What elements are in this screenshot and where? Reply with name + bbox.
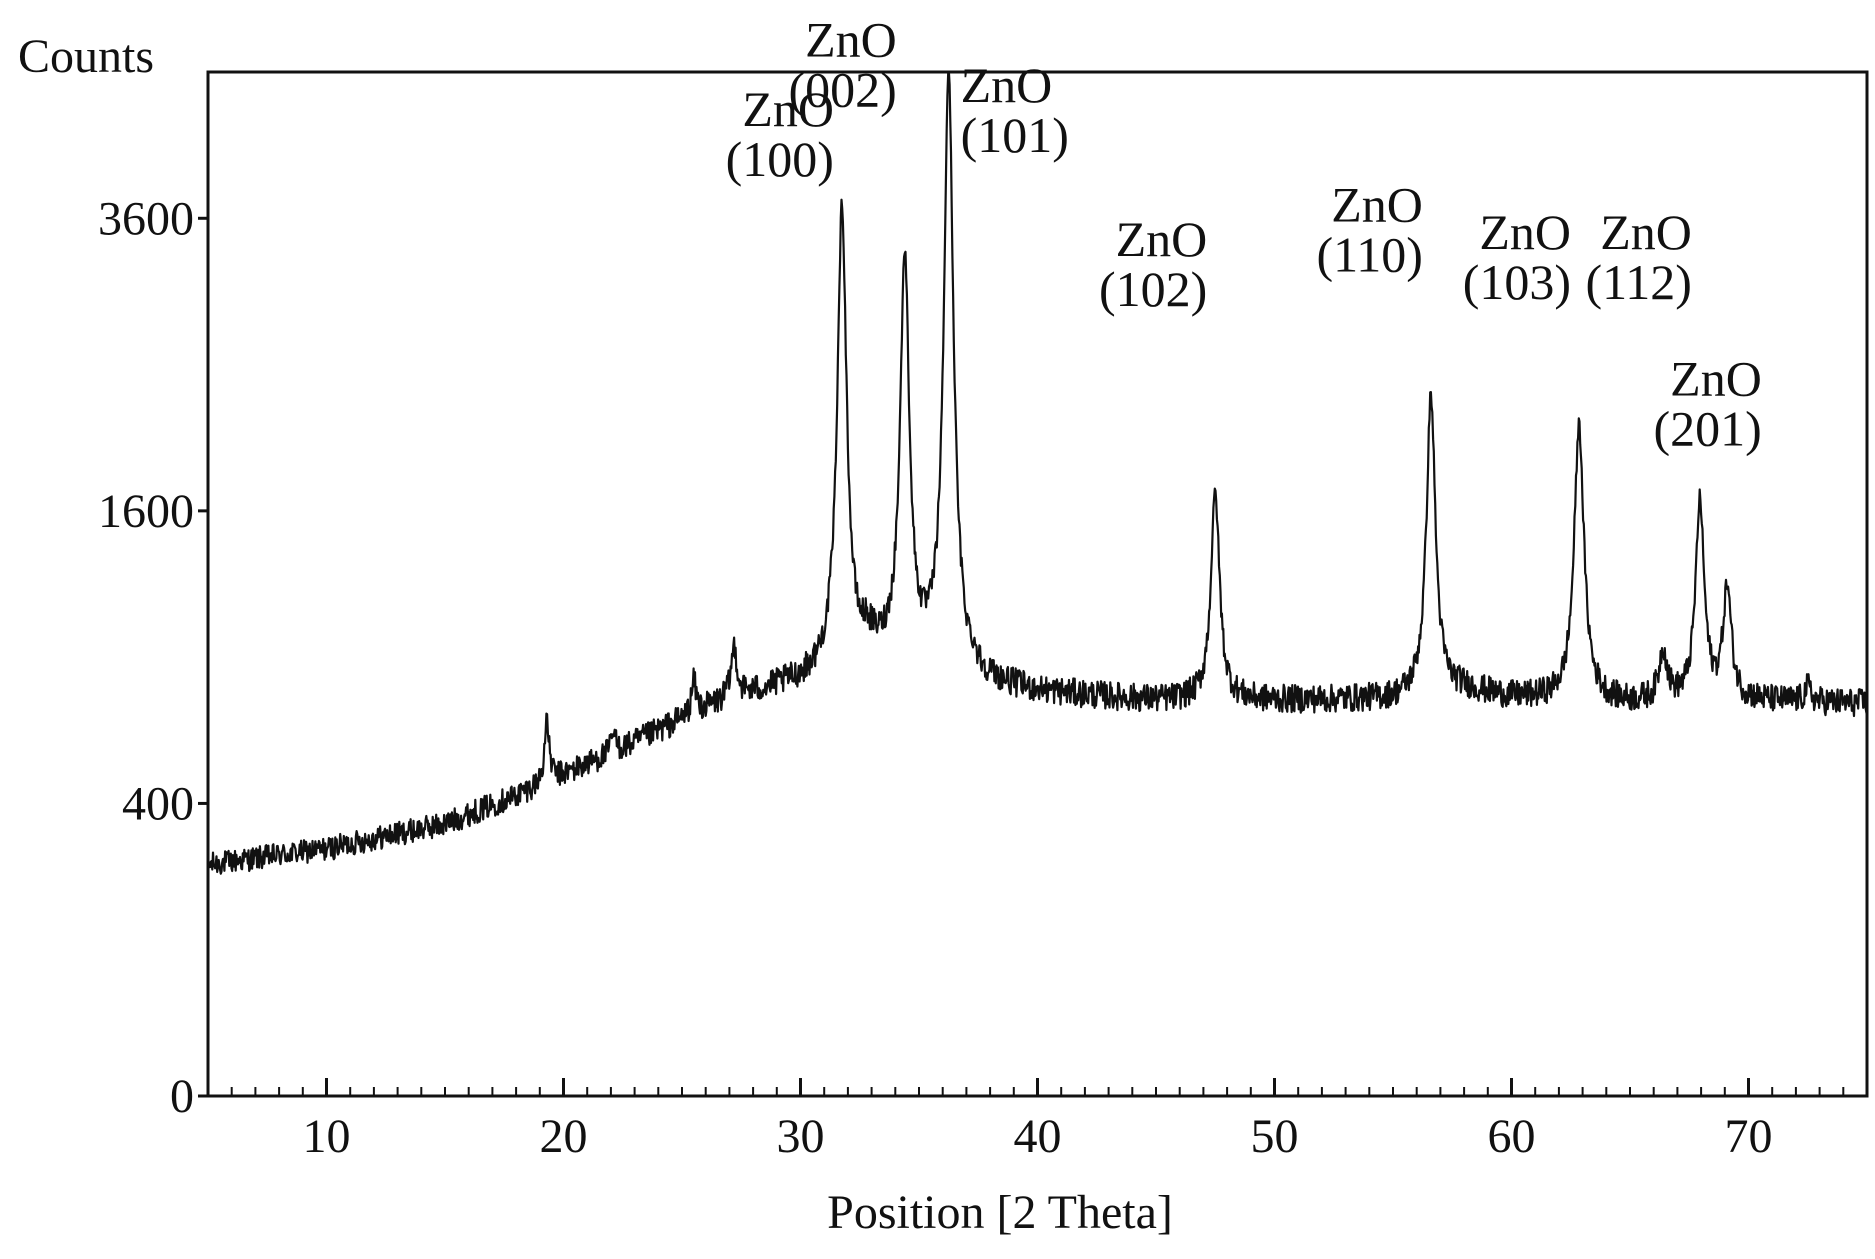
peak-label-line: ZnO <box>1479 204 1571 260</box>
peak-label: ZnO (112) <box>1585 204 1691 310</box>
peak-label-line: (100) <box>726 131 834 187</box>
peak-label-line: ZnO <box>742 81 834 137</box>
peak-label-line: (103) <box>1463 254 1571 310</box>
y-tick-label: 1600 <box>98 485 194 538</box>
x-tick-label: 40 <box>1014 1110 1062 1163</box>
peak-label-line: ZnO <box>1600 204 1692 260</box>
peak-label: ZnO (100) <box>726 81 834 187</box>
xrd-trace <box>206 70 1868 875</box>
peak-annotation: ZnO (101) <box>961 57 1069 163</box>
x-tick-label: 60 <box>1488 1110 1536 1163</box>
peak-label: ZnO (102) <box>1099 211 1207 317</box>
peak-label-line: ZnO <box>805 12 897 68</box>
peak-annotation: ZnO (110) <box>1316 176 1422 282</box>
peak-label-line: (110) <box>1316 226 1422 282</box>
peak-label-line: (101) <box>961 107 1069 163</box>
peak-label: ZnO (101) <box>961 57 1069 163</box>
x-tick-label: 20 <box>540 1110 588 1163</box>
peak-label-line: (102) <box>1099 261 1207 317</box>
peak-label-line: ZnO <box>961 57 1053 113</box>
y-axis-title: Counts <box>18 30 154 83</box>
peak-label-line: ZnO <box>1670 350 1762 406</box>
peak-label: ZnO (201) <box>1654 350 1762 456</box>
peak-label-line: (112) <box>1585 254 1691 310</box>
peak-annotation: ZnO (002) <box>788 12 896 118</box>
peak-label-line: (002) <box>788 62 896 118</box>
y-tick-label: 400 <box>122 777 194 830</box>
diffraction-pattern <box>206 70 1868 875</box>
peak-label-line: ZnO <box>1331 176 1423 232</box>
axis-ticks: 10 20 30 40 50 60 70 0 400 1600 3600 <box>98 192 1868 1163</box>
x-tick-label: 10 <box>303 1110 351 1163</box>
peak-annotation: ZnO (102) <box>1099 211 1207 317</box>
x-tick-label: 50 <box>1251 1110 1299 1163</box>
peak-label-line: ZnO <box>1116 211 1208 267</box>
y-tick-label: 0 <box>170 1070 194 1123</box>
peak-annotation: ZnO (112) <box>1585 204 1691 310</box>
y-tick-label: 3600 <box>98 192 194 245</box>
peak-annotation: ZnO (103) <box>1463 204 1571 310</box>
x-tick-label: 70 <box>1725 1110 1773 1163</box>
x-tick-label: 30 <box>777 1110 825 1163</box>
peak-label: ZnO (103) <box>1463 204 1571 310</box>
peak-label: ZnO (110) <box>1316 176 1422 282</box>
peak-annotation: ZnO (100) <box>726 81 834 187</box>
peak-label: ZnO (002) <box>788 12 896 118</box>
peak-annotation: ZnO (201) <box>1654 350 1762 456</box>
peak-labels: ZnO (100)ZnO (002) ZnO (101)ZnO (102)ZnO (110)… <box>726 12 1762 457</box>
peak-label-line: (201) <box>1654 400 1762 456</box>
x-axis-title: Position [2 Theta] <box>827 1186 1173 1239</box>
